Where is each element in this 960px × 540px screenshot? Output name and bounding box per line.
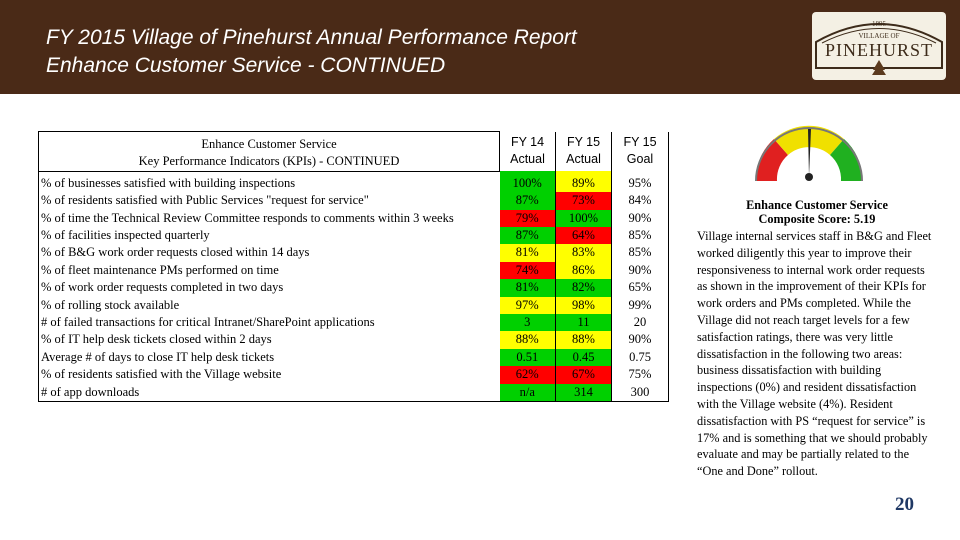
col-fy14-line-2: Actual — [510, 152, 545, 167]
logo-name: PINEHURST — [825, 40, 933, 60]
table-row: % of work order requests completed in tw… — [38, 279, 669, 297]
summary-text: Village internal services staff in B&G a… — [697, 229, 932, 479]
kpi-label: # of app downloads — [38, 383, 500, 403]
kpi-table: Enhance Customer Service Key Performance… — [38, 131, 669, 403]
fy14-actual-cell: 81% — [499, 279, 556, 297]
title-banner: FY 2015 Village of Pinehurst Annual Perf… — [0, 0, 960, 94]
fy15-goal-cell: 84% — [611, 192, 669, 210]
fy14-actual-cell: 62% — [499, 366, 556, 384]
fy14-actual-cell: 87% — [499, 192, 556, 210]
table-row: % of time the Technical Review Committee… — [38, 209, 669, 228]
fy15-goal-cell: 300 — [611, 383, 669, 403]
kpi-table-header: Enhance Customer Service Key Performance… — [38, 131, 669, 172]
fy15-actual-cell: 67% — [555, 366, 612, 384]
fy14-actual-cell: 3 — [499, 314, 556, 332]
kpi-header-line-1: Enhance Customer Service — [201, 137, 337, 151]
gauge-needle — [808, 129, 811, 177]
logo-small-text: VILLAGE OF — [858, 32, 899, 40]
fy14-actual-cell: 100% — [499, 171, 556, 193]
kpi-header-title: Enhance Customer Service Key Performance… — [38, 131, 500, 172]
title-line-1: FY 2015 Village of Pinehurst Annual Perf… — [46, 26, 577, 49]
pine-tree-icon — [872, 60, 886, 75]
fy15-actual-cell: 11 — [555, 314, 612, 332]
fy15-goal-cell: 90% — [611, 331, 669, 349]
col-fy15-actual: FY 15 Actual — [555, 131, 612, 172]
col-fy14-actual: FY 14 Actual — [499, 131, 556, 172]
fy15-actual-cell: 89% — [555, 171, 612, 193]
table-row: % of businesses satisfied with building … — [38, 171, 669, 193]
col-fy15-line-1: FY 15 — [566, 135, 601, 149]
fy15-goal-cell: 90% — [611, 209, 669, 228]
fy14-actual-cell: 81% — [499, 244, 556, 262]
fy15-goal-cell: 20 — [611, 314, 669, 332]
table-row: % of IT help desk tickets closed within … — [38, 331, 669, 349]
table-row: % of residents satisfied with the Villag… — [38, 366, 669, 384]
kpi-label: # of failed transactions for critical In… — [38, 314, 500, 332]
table-row: # of app downloads n/a 314 300 — [38, 383, 669, 403]
col-fy15-goal: FY 15 Goal — [611, 131, 669, 172]
fy15-actual-cell: 86% — [555, 261, 612, 280]
kpi-label: % of time the Technical Review Committee… — [38, 209, 500, 228]
table-row: % of fleet maintenance PMs performed on … — [38, 261, 669, 280]
fy15-actual-cell: 314 — [555, 383, 612, 403]
table-row: # of failed transactions for critical In… — [38, 314, 669, 332]
kpi-header-line-2: Key Performance Indicators (KPIs) - CONT… — [138, 154, 400, 169]
logo-year: 1895 — [872, 20, 887, 28]
fy15-goal-cell: 85% — [611, 227, 669, 245]
fy15-actual-cell: 88% — [555, 331, 612, 349]
fy14-actual-cell: 97% — [499, 296, 556, 315]
fy14-actual-cell: 87% — [499, 227, 556, 245]
fy15-actual-cell: 73% — [555, 192, 612, 210]
village-logo: 1895 VILLAGE OF PINEHURST — [812, 12, 946, 80]
kpi-label: % of residents satisfied with the Villag… — [38, 366, 500, 384]
fy15-goal-cell: 90% — [611, 261, 669, 280]
fy15-goal-cell: 0.75 — [611, 348, 669, 367]
summary-heading: Enhance Customer Service — [746, 198, 888, 212]
col-goal-line-2: Goal — [626, 152, 654, 167]
fy15-actual-cell: 82% — [555, 279, 612, 297]
fy14-actual-cell: 88% — [499, 331, 556, 349]
table-row: % of rolling stock available 97% 98% 99% — [38, 296, 669, 315]
fy15-actual-cell: 0.45 — [555, 348, 612, 367]
kpi-label: % of fleet maintenance PMs performed on … — [38, 261, 500, 280]
fy15-actual-cell: 83% — [555, 244, 612, 262]
table-row: % of B&G work order requests closed with… — [38, 244, 669, 262]
composite-score: Composite Score: 5.19 — [758, 212, 876, 226]
kpi-label: % of work order requests completed in tw… — [38, 279, 500, 297]
score-gauge — [748, 115, 870, 185]
kpi-label: Average # of days to close IT help desk … — [38, 348, 500, 367]
table-row: % of residents satisfied with Public Ser… — [38, 192, 669, 210]
fy14-actual-cell: 0.51 — [499, 348, 556, 367]
fy14-actual-cell: 79% — [499, 209, 556, 228]
page-title: FY 2015 Village of Pinehurst Annual Perf… — [46, 24, 577, 80]
col-goal-line-1: FY 15 — [623, 135, 657, 149]
table-row: % of facilities inspected quarterly 87% 64… — [38, 227, 669, 245]
kpi-label: % of B&G work order requests closed with… — [38, 244, 500, 262]
fy15-actual-cell: 100% — [555, 209, 612, 228]
kpi-table-body: % of businesses satisfied with building … — [38, 171, 669, 403]
kpi-label: % of businesses satisfied with building … — [38, 171, 500, 193]
page-number: 20 — [895, 494, 914, 515]
pinehurst-logo-mark: 1895 VILLAGE OF PINEHURST — [815, 20, 943, 75]
kpi-label: % of facilities inspected quarterly — [38, 227, 500, 245]
fy15-goal-cell: 75% — [611, 366, 669, 384]
fy15-actual-cell: 64% — [555, 227, 612, 245]
kpi-label: % of IT help desk tickets closed within … — [38, 331, 500, 349]
gauge-dial-icon — [755, 125, 863, 182]
kpi-label: % of residents satisfied with Public Ser… — [38, 192, 500, 210]
table-row: Average # of days to close IT help desk … — [38, 348, 669, 367]
fy14-actual-cell: 74% — [499, 261, 556, 280]
fy15-goal-cell: 95% — [611, 171, 669, 193]
title-line-2: Enhance Customer Service - CONTINUED — [46, 54, 446, 77]
fy15-goal-cell: 99% — [611, 296, 669, 315]
summary-panel: Enhance Customer Service Composite Score… — [697, 198, 937, 480]
kpi-label: % of rolling stock available — [38, 296, 500, 315]
col-fy14-line-1: FY 14 — [510, 135, 545, 149]
fy15-goal-cell: 85% — [611, 244, 669, 262]
fy14-actual-cell: n/a — [499, 383, 556, 403]
col-fy15-line-2: Actual — [566, 152, 601, 167]
fy15-actual-cell: 98% — [555, 296, 612, 315]
fy15-goal-cell: 65% — [611, 279, 669, 297]
